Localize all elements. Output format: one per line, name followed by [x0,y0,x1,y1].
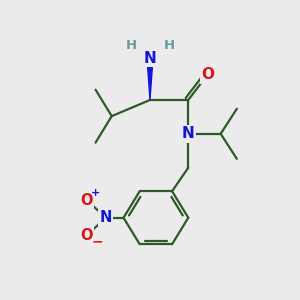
Text: H: H [164,39,175,52]
Text: O: O [80,228,93,243]
Text: N: N [182,126,195,141]
Polygon shape [147,59,153,100]
Text: O: O [80,193,93,208]
Text: N: N [144,51,156,66]
Text: −: − [91,234,103,248]
Text: N: N [100,210,112,225]
Text: +: + [91,188,100,198]
Text: H: H [125,39,136,52]
Text: O: O [201,68,214,82]
